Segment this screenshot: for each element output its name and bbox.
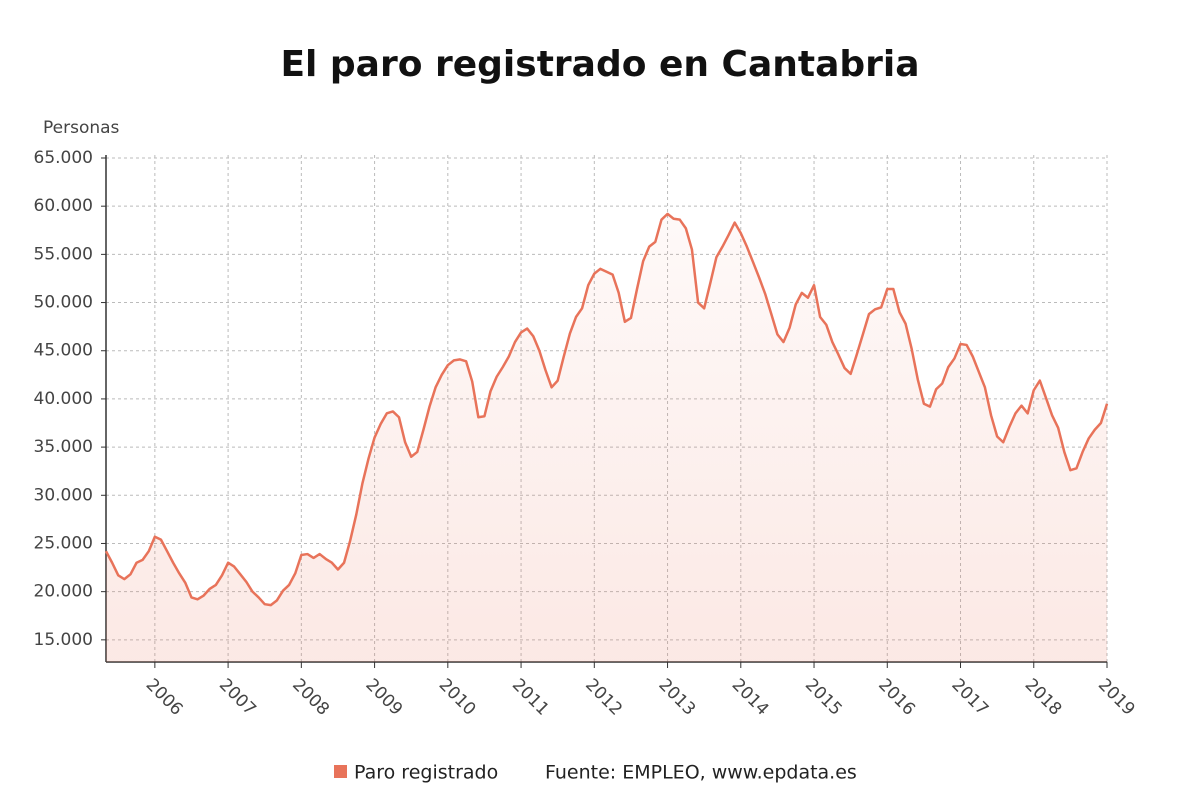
area-fill [106,213,1107,662]
y-tick-label: 35.000 [34,437,93,457]
y-tick-label: 25.000 [34,533,93,553]
legend-swatch [334,765,347,778]
y-tick-label: 30.000 [34,485,93,505]
y-tick-label: 40.000 [34,389,93,409]
y-tick-label: 60.000 [34,196,93,216]
x-tick-label: 2016 [874,675,919,720]
y-tick-label: 65.000 [34,148,93,168]
y-tick-label: 15.000 [34,630,93,650]
x-tick-label: 2012 [581,675,626,720]
line [104,212,1109,607]
x-tick-label: 2007 [215,675,260,720]
x-tick-label: 2009 [362,675,407,720]
x-tick-label: 2006 [142,675,187,720]
legend-label: Paro registrado [354,762,498,784]
y-tick-label: 20.000 [34,582,93,602]
y-axis-label: Personas [43,118,120,138]
x-tick-label: 2008 [288,675,333,720]
source: Fuente: EMPLEO, www.epdata.es [545,762,857,784]
x-tick-label: 2018 [1021,675,1066,720]
x-tick-label: 2019 [1094,675,1139,720]
x-tick-label: 2013 [654,675,699,720]
y-tick-label: 50.000 [34,293,93,313]
x-tick-label: 2014 [728,675,773,720]
y-tick-label: 55.000 [34,244,93,264]
x-tick-label: 2017 [947,675,992,720]
y-tick-label: 45.000 [34,341,93,361]
chart-title: El paro registrado en Cantabria [280,44,919,85]
x-tick-label: 2011 [508,675,553,720]
x-tick-label: 2010 [435,675,480,720]
x-tick-label: 2015 [801,675,846,720]
